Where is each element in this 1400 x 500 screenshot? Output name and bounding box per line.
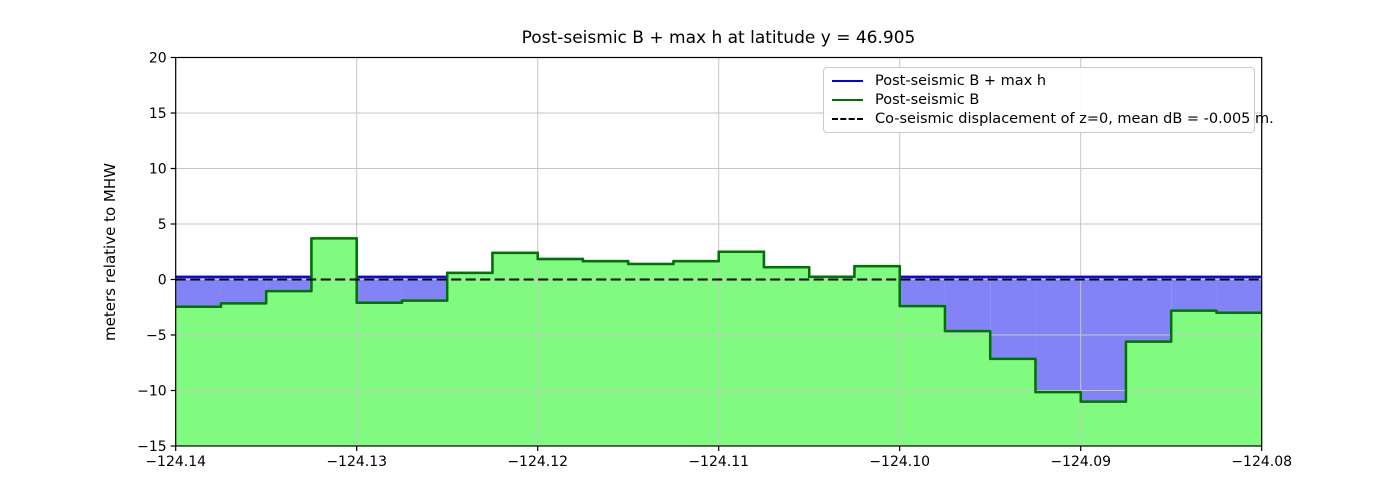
y-tick-label: 5	[158, 217, 167, 233]
x-tick-label: −124.09	[1050, 454, 1111, 470]
fill-b-plus-maxh	[175, 276, 221, 307]
fill-b-plus-maxh	[356, 276, 402, 303]
blue-line-sample-icon	[832, 79, 863, 82]
x-tick-label: −124.12	[507, 454, 568, 470]
x-tick-label: −124.11	[688, 454, 749, 470]
legend-label: Post-seismic B + max h	[875, 72, 1047, 89]
x-tick-label: −124.13	[326, 454, 387, 470]
fill-b-plus-maxh	[1080, 276, 1126, 402]
y-tick-label: 20	[149, 51, 167, 67]
fill-b-plus-maxh	[1216, 276, 1262, 313]
fill-b-plus-maxh	[1035, 276, 1081, 393]
fill-b-plus-maxh	[266, 276, 312, 292]
y-tick-label: −5	[146, 328, 167, 344]
chart-title: Post-seismic B + max h at latitude y = 4…	[521, 28, 916, 48]
legend-item-b-plus-maxh: Post-seismic B + max h	[832, 71, 1246, 90]
legend-item-b: Post-seismic B	[832, 90, 1246, 109]
black-dashed-line-sample-icon	[832, 118, 863, 121]
fill-b-plus-maxh	[401, 276, 448, 301]
fill-b-plus-maxh	[220, 276, 267, 304]
x-tick-label: −124.08	[1231, 454, 1292, 470]
green-line-sample-icon	[832, 98, 863, 101]
x-tick-label: −124.10	[869, 454, 930, 470]
y-tick-label: 0	[158, 273, 167, 289]
y-tick-label: −10	[137, 384, 167, 400]
y-axis-label: meters relative to MHW	[101, 163, 119, 341]
y-tick-label: 10	[149, 162, 167, 178]
x-tick-label: −124.14	[145, 454, 206, 470]
line-post-seismic-b	[175, 237, 1262, 403]
fill-b-plus-maxh	[990, 276, 1036, 359]
legend-label: Co-seismic displacement of z=0, mean dB …	[875, 111, 1274, 128]
fill-b-plus-maxh	[1171, 276, 1217, 311]
y-tick-label: 15	[149, 106, 167, 122]
fill-b-plus-maxh	[944, 276, 991, 332]
fill-b-plus-maxh	[1125, 276, 1172, 342]
y-tick-label: −15	[137, 439, 167, 455]
legend-item-coseismic: Co-seismic displacement of z=0, mean dB …	[832, 110, 1274, 129]
fill-b-plus-maxh	[899, 276, 945, 307]
legend: Post-seismic B + max h Post-seismic B Co…	[823, 67, 1274, 133]
legend-label: Post-seismic B	[875, 91, 980, 108]
